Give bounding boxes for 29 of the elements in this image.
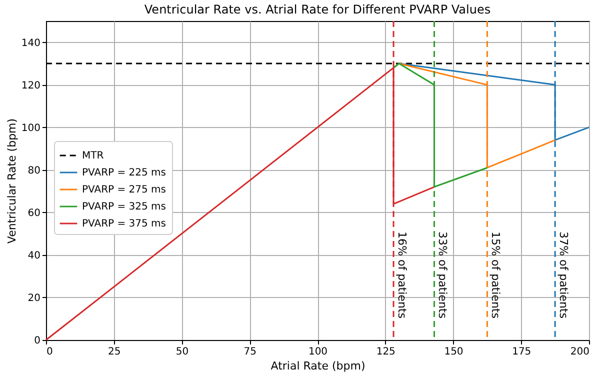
- x-tick-label: 175: [512, 346, 532, 358]
- y-tick-label: 100: [21, 122, 40, 134]
- legend-label: PVARP = 275 ms: [82, 184, 166, 196]
- x-axis-title: Atrial Rate (bpm): [270, 360, 366, 372]
- x-tick-label: 75: [244, 346, 256, 358]
- x-tick-label: 125: [376, 346, 396, 358]
- chart-title: Ventricular Rate vs. Atrial Rate for Different PVARP Values: [144, 2, 491, 16]
- ref-line-label: 15% of patients: [489, 232, 502, 319]
- legend-label: PVARP = 325 ms: [82, 202, 166, 212]
- y-tick-label: 60: [28, 208, 40, 219]
- x-tick-label: 200: [570, 346, 590, 358]
- x-tick-label: 25: [108, 346, 121, 358]
- y-tick-label: 140: [21, 38, 40, 49]
- y-tick-label: 0: [34, 336, 40, 346]
- ref-line-label: 37% of patients: [557, 232, 570, 319]
- ref-line-label: 33% of patients: [436, 232, 450, 319]
- y-tick-label: 20: [28, 292, 40, 304]
- legend-label: PVARP = 375 ms: [82, 218, 166, 230]
- y-tick-label: 40: [28, 250, 40, 262]
- x-tick-label: 50: [176, 346, 189, 358]
- x-tick-label: 150: [444, 346, 464, 358]
- y-tick-label: 120: [21, 80, 40, 92]
- x-tick-label: 0: [46, 346, 53, 358]
- y-tick-label: 80: [28, 165, 40, 176]
- y-axis-title: Ventricular Rate (bpm): [5, 118, 18, 244]
- x-tick-label: 100: [308, 346, 328, 358]
- ref-line-label: 16% of patients: [396, 232, 409, 319]
- legend-label: PVARP = 225 ms: [82, 168, 166, 178]
- legend-label: MTR: [82, 150, 104, 162]
